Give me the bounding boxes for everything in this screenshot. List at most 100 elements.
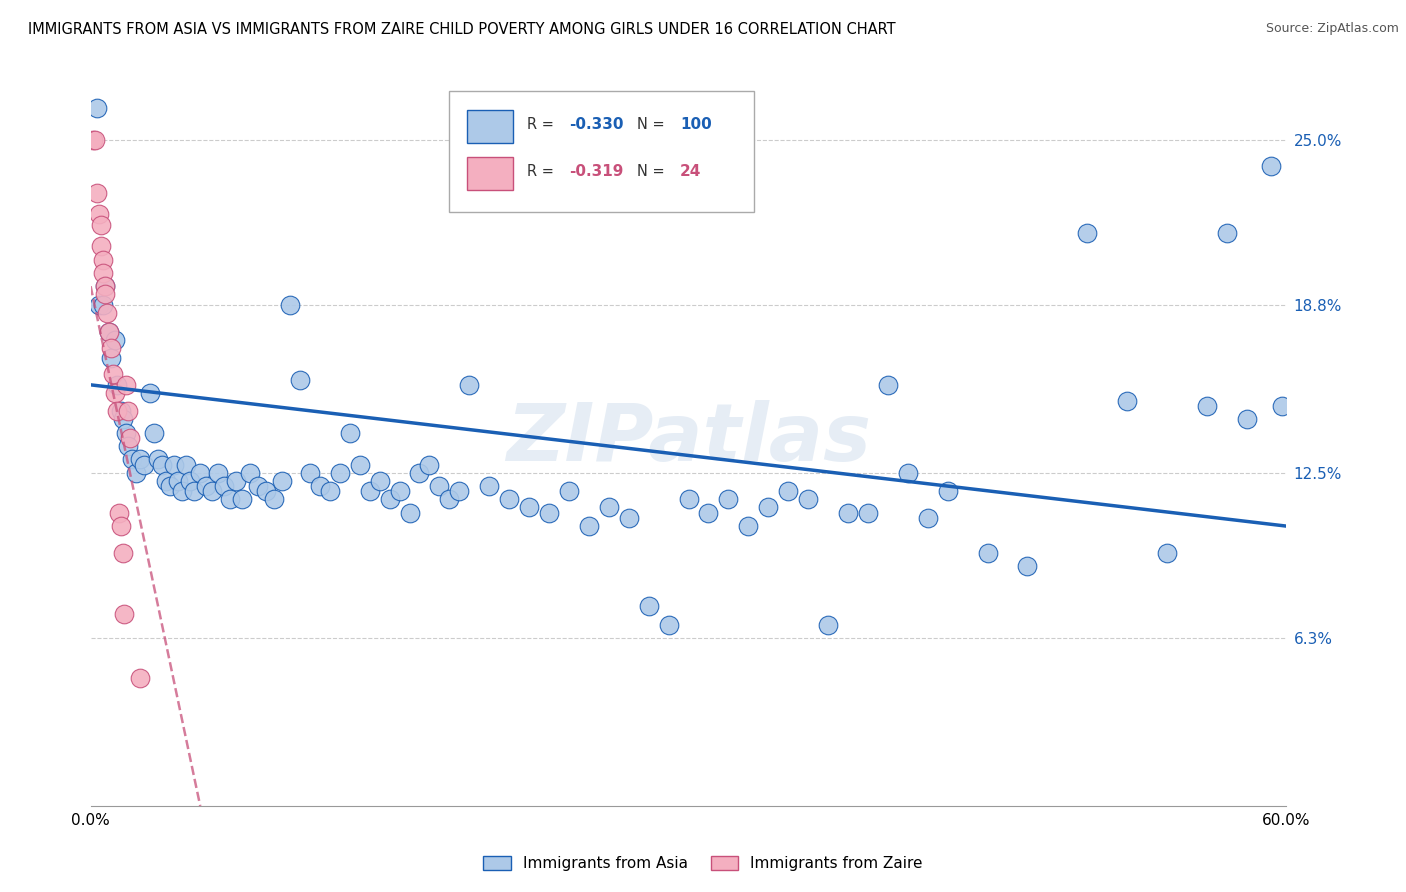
Point <box>717 492 740 507</box>
Point <box>617 511 640 525</box>
Point <box>897 466 920 480</box>
Point <box>111 546 134 560</box>
Point <box>93 279 115 293</box>
Point <box>359 484 381 499</box>
Point <box>155 474 177 488</box>
Legend: Immigrants from Asia, Immigrants from Zaire: Immigrants from Asia, Immigrants from Za… <box>477 849 929 877</box>
Point <box>517 500 540 515</box>
Point <box>172 484 194 499</box>
Point <box>637 599 659 613</box>
Point <box>86 101 108 115</box>
Point <box>91 252 114 267</box>
Point <box>110 519 132 533</box>
Point <box>408 466 430 480</box>
Point <box>598 500 620 515</box>
Point <box>159 479 181 493</box>
Point <box>231 492 253 507</box>
Point <box>103 333 125 347</box>
Point <box>298 466 321 480</box>
Point <box>90 239 112 253</box>
Point <box>558 484 581 499</box>
Point <box>398 506 420 520</box>
Point <box>263 492 285 507</box>
Point <box>139 385 162 400</box>
Point <box>254 484 277 499</box>
Point <box>93 287 115 301</box>
Point <box>110 404 132 418</box>
Point <box>837 506 859 520</box>
Point <box>1156 546 1178 560</box>
Text: 24: 24 <box>681 164 702 179</box>
Point <box>179 474 201 488</box>
Text: R =: R = <box>527 164 558 179</box>
Point <box>271 474 294 488</box>
Point <box>778 484 800 499</box>
Point <box>329 466 352 480</box>
Point <box>578 519 600 533</box>
Point <box>163 458 186 472</box>
Point <box>1116 393 1139 408</box>
Point <box>239 466 262 480</box>
Point <box>876 377 898 392</box>
Text: IMMIGRANTS FROM ASIA VS IMMIGRANTS FROM ZAIRE CHILD POVERTY AMONG GIRLS UNDER 16: IMMIGRANTS FROM ASIA VS IMMIGRANTS FROM … <box>28 22 896 37</box>
Point <box>87 207 110 221</box>
Bar <box>467 157 513 190</box>
Point <box>91 266 114 280</box>
Point <box>917 511 939 525</box>
Point <box>449 484 471 499</box>
Point <box>1260 159 1282 173</box>
Point <box>91 298 114 312</box>
Point <box>148 452 170 467</box>
Point <box>1271 399 1294 413</box>
Point <box>368 474 391 488</box>
Point <box>1195 399 1218 413</box>
Point <box>105 404 128 418</box>
Point <box>349 458 371 472</box>
Point <box>150 458 173 472</box>
Point <box>976 546 998 560</box>
Point <box>458 377 481 392</box>
Point <box>129 452 152 467</box>
Text: 100: 100 <box>681 117 711 132</box>
FancyBboxPatch shape <box>450 91 754 212</box>
Point <box>1017 559 1039 574</box>
Point <box>103 385 125 400</box>
Point <box>97 325 120 339</box>
Point <box>378 492 401 507</box>
Point <box>90 218 112 232</box>
Point <box>100 341 122 355</box>
Point <box>117 439 139 453</box>
Point <box>121 452 143 467</box>
Text: R =: R = <box>527 117 558 132</box>
Point <box>87 298 110 312</box>
Point <box>288 372 311 386</box>
Point <box>225 474 247 488</box>
Point <box>105 377 128 392</box>
Point <box>439 492 461 507</box>
Point <box>478 479 501 493</box>
Text: -0.319: -0.319 <box>569 164 623 179</box>
Point <box>188 466 211 480</box>
Point <box>797 492 820 507</box>
Point <box>115 425 138 440</box>
Point <box>697 506 720 520</box>
Point <box>319 484 342 499</box>
Point <box>207 466 229 480</box>
Text: N =: N = <box>637 117 669 132</box>
Point <box>93 279 115 293</box>
Point <box>1236 412 1258 426</box>
Point <box>1076 226 1098 240</box>
Point <box>120 431 142 445</box>
Point <box>101 367 124 381</box>
Point <box>117 404 139 418</box>
Point <box>498 492 520 507</box>
Text: ZIPatlas: ZIPatlas <box>506 401 872 478</box>
Point <box>247 479 270 493</box>
Point <box>129 671 152 685</box>
Point <box>429 479 451 493</box>
Point <box>537 506 560 520</box>
Point <box>174 458 197 472</box>
Point <box>817 617 839 632</box>
Point <box>936 484 959 499</box>
Point <box>183 484 205 499</box>
